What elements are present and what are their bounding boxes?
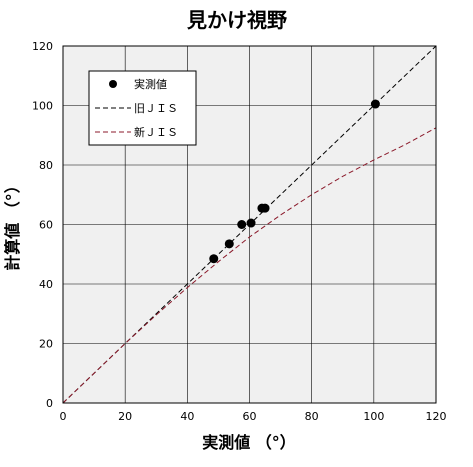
y-tick-label: 100: [32, 100, 53, 113]
legend-label: 実測値: [134, 77, 167, 91]
y-axis-title: 計算値 （°）: [3, 177, 22, 271]
series-line: [62, 127, 437, 404]
legend-label: 旧ＪＩＳ: [134, 102, 178, 115]
y-tick-label: 60: [39, 219, 53, 232]
x-axis-title: 実測値 （°）: [202, 433, 296, 452]
x-tick-label: 0: [60, 410, 67, 423]
x-tick-label: 60: [243, 410, 257, 423]
legend-label: 新ＪＩＳ: [134, 125, 178, 139]
y-tick-label: 40: [39, 278, 53, 291]
x-tick-label: 40: [180, 410, 194, 423]
chart-title: 見かけ視野: [187, 8, 287, 32]
data-point: [246, 218, 256, 228]
data-point: [209, 254, 219, 264]
x-tick-label: 100: [363, 410, 384, 423]
plot-border: [62, 45, 437, 404]
x-axis: 0 20 40 60 80 100 120: [60, 410, 447, 423]
y-tick-label: 20: [39, 338, 53, 351]
x-tick-label: 120: [426, 410, 447, 423]
y-tick-label: 120: [32, 40, 53, 53]
y-tick-label: 80: [39, 159, 53, 172]
data-point: [260, 203, 270, 213]
x-tick-label: 80: [305, 410, 319, 423]
x-tick-label: 20: [118, 410, 132, 423]
y-axis: 0 20 40 60 80 100 120: [32, 40, 53, 410]
y-tick-label: 0: [46, 397, 53, 410]
data-point: [224, 239, 234, 249]
data-point: [370, 99, 380, 109]
data-point: [237, 220, 247, 229]
series-layer: [62, 45, 437, 404]
legend-marker: [109, 80, 117, 88]
